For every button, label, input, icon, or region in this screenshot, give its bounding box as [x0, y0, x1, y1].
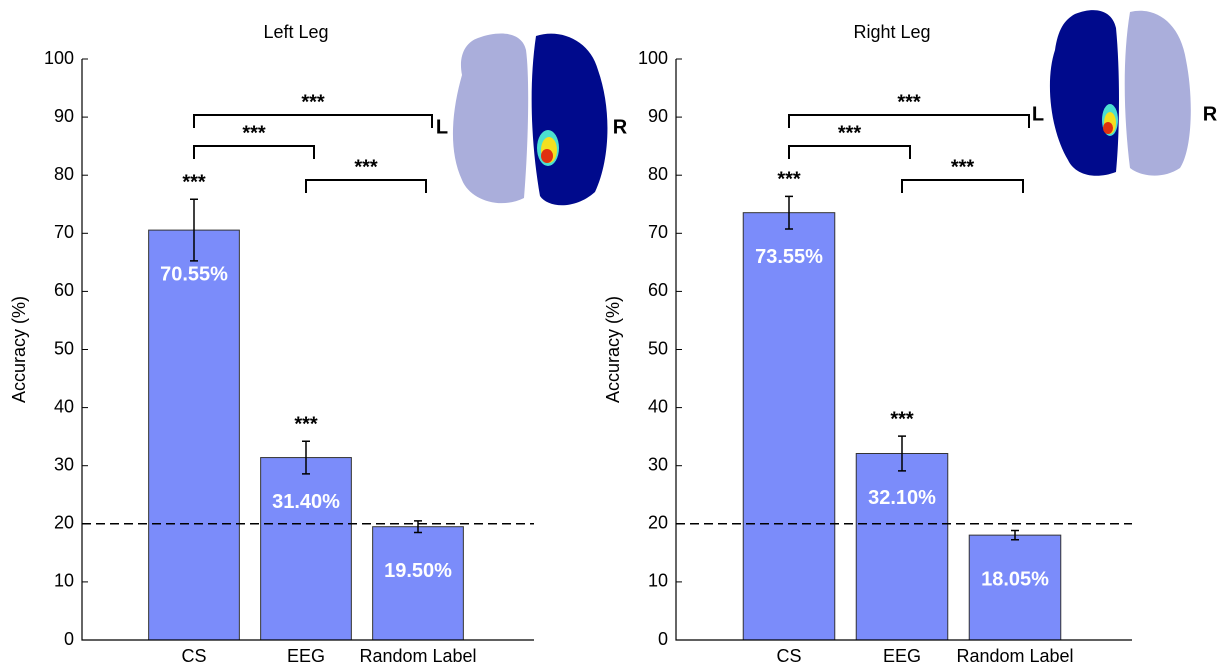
y-tick-label: 10 [54, 571, 74, 591]
brain-label: L [436, 116, 448, 138]
significance-label: *** [838, 122, 862, 144]
brain-label: R [1203, 103, 1218, 125]
significance-label: *** [354, 156, 378, 178]
brain-hemisphere [1050, 10, 1119, 176]
bar [856, 453, 948, 640]
significance-bracket [789, 146, 910, 159]
significance-label: *** [951, 156, 975, 178]
figure: Left Leg Accuracy (%) 0 10 20 30 40 50 60 70 80 90 1… [0, 0, 1223, 669]
bar [743, 213, 835, 640]
x-tick-label: EEG [883, 646, 921, 666]
y-tick-label: 80 [54, 164, 74, 184]
x-tick-label: Random Label [956, 646, 1073, 666]
y-axis-label: Accuracy (%) [603, 296, 623, 403]
y-tick-label: 20 [54, 513, 74, 533]
y-tick-label: 60 [648, 280, 668, 300]
bar [149, 230, 240, 640]
y-tick-label: 50 [648, 338, 668, 358]
bar [261, 458, 352, 640]
y-tick-label: 80 [648, 164, 668, 184]
x-tick-label: CS [181, 646, 206, 666]
bar-annotation: *** [294, 414, 318, 436]
bar-annotation: *** [890, 408, 914, 430]
significance-bracket [902, 180, 1023, 193]
brain-hemisphere [532, 34, 608, 206]
y-tick-label: 70 [648, 222, 668, 242]
brain-right-panel [1050, 10, 1191, 176]
activation [1103, 122, 1113, 134]
value-label: 32.10% [868, 487, 936, 509]
bar-annotation: *** [182, 172, 206, 194]
brain-hemisphere [453, 34, 528, 204]
y-tick-label: 40 [648, 396, 668, 416]
y-tick-label: 30 [648, 454, 668, 474]
brain-label: L [1032, 103, 1044, 125]
bar-annotation: *** [777, 169, 801, 191]
significance-bracket [194, 115, 432, 128]
value-label: 18.05% [981, 568, 1049, 590]
significance-bracket [194, 146, 314, 159]
significance-bracket [306, 180, 426, 193]
value-label: 73.55% [755, 246, 823, 268]
y-tick-label: 100 [638, 48, 668, 68]
brain-label: R [613, 116, 628, 138]
bar [373, 527, 464, 640]
value-label: 19.50% [384, 560, 452, 582]
activation [541, 149, 553, 163]
y-tick-label: 40 [54, 396, 74, 416]
y-tick-label: 50 [54, 338, 74, 358]
y-tick-label: 30 [54, 454, 74, 474]
y-axis-label: Accuracy (%) [9, 296, 29, 403]
significance-label: *** [242, 122, 266, 144]
y-tick-label: 100 [44, 48, 74, 68]
brain-hemisphere [1125, 11, 1191, 176]
significance-bracket [789, 115, 1029, 128]
y-tick-label: 90 [648, 106, 668, 126]
y-tick-label: 70 [54, 222, 74, 242]
chart-title: Left Leg [263, 22, 328, 42]
x-tick-label: CS [776, 646, 801, 666]
y-tick-label: 0 [658, 629, 668, 649]
y-tick-label: 0 [64, 629, 74, 649]
chart-title: Right Leg [853, 22, 930, 42]
y-tick-label: 20 [648, 513, 668, 533]
y-tick-label: 10 [648, 571, 668, 591]
x-tick-label: EEG [287, 646, 325, 666]
brain-left-panel [453, 34, 608, 206]
x-tick-label: Random Label [359, 646, 476, 666]
value-label: 70.55% [160, 263, 228, 285]
significance-label: *** [301, 91, 325, 113]
y-tick-label: 90 [54, 106, 74, 126]
y-tick-label: 60 [54, 280, 74, 300]
significance-label: *** [897, 91, 921, 113]
value-label: 31.40% [272, 491, 340, 513]
